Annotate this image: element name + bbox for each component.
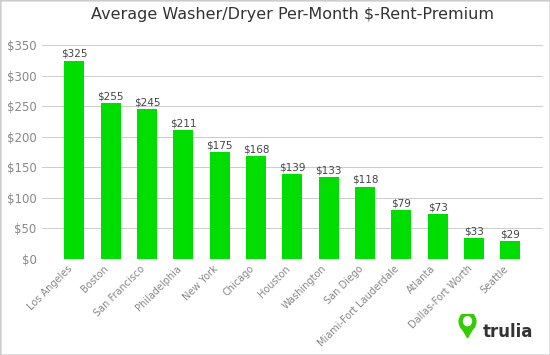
Bar (246, 156, 266, 258)
Text: $255: $255 (97, 91, 124, 101)
Text: $29: $29 (500, 229, 520, 239)
Bar (64, 60, 84, 258)
Bar (500, 241, 520, 258)
Bar (318, 178, 339, 258)
Text: $139: $139 (279, 162, 306, 172)
Text: $133: $133 (315, 166, 342, 176)
Bar (428, 214, 448, 258)
Text: $33: $33 (464, 226, 484, 236)
Bar (101, 103, 120, 258)
Bar (391, 211, 411, 258)
Circle shape (464, 317, 471, 326)
Text: $168: $168 (243, 144, 270, 154)
Polygon shape (460, 325, 475, 338)
Text: $175: $175 (206, 140, 233, 150)
Text: $118: $118 (351, 175, 378, 185)
Text: $325: $325 (61, 49, 87, 59)
Bar (282, 174, 303, 258)
Bar (137, 109, 157, 258)
Text: $211: $211 (170, 118, 196, 128)
Text: $245: $245 (134, 97, 160, 108)
Title: Average Washer/Dryer Per-Month $-Rent-Premium: Average Washer/Dryer Per-Month $-Rent-Pr… (91, 7, 494, 22)
Bar (355, 187, 375, 258)
Text: $79: $79 (392, 198, 411, 208)
Circle shape (459, 312, 476, 331)
Text: $73: $73 (428, 202, 448, 212)
Bar (210, 152, 230, 258)
Bar (173, 130, 193, 258)
Text: trulia: trulia (483, 323, 534, 341)
Bar (464, 239, 484, 258)
